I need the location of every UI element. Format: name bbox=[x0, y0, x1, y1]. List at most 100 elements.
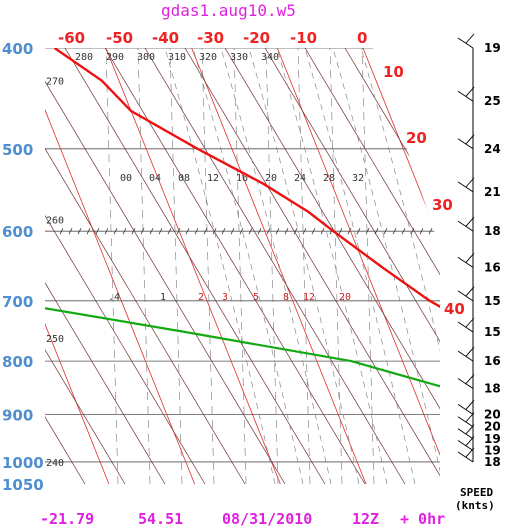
wind-barb-flag bbox=[465, 33, 475, 44]
wind-barb-flag bbox=[465, 253, 475, 263]
dry-adiabat-line bbox=[224, 48, 440, 484]
pressure-label: 1050 bbox=[2, 476, 44, 494]
wind-speed-label: 18 bbox=[484, 224, 501, 238]
moist-adiabat-label: 32 bbox=[352, 173, 364, 184]
dry-adiabat-line bbox=[264, 48, 440, 484]
theta-label: 320 bbox=[199, 52, 217, 63]
hatch-mark bbox=[356, 228, 361, 235]
pressure-label: 1000 bbox=[2, 454, 44, 472]
wind-speed-label: 15 bbox=[484, 325, 501, 339]
hatch-mark bbox=[122, 228, 127, 235]
hatch-mark bbox=[347, 228, 352, 235]
isotherm-line bbox=[45, 48, 110, 484]
hatch-mark bbox=[374, 228, 379, 235]
wind-barb bbox=[457, 290, 474, 302]
hatch-mark bbox=[158, 228, 163, 235]
dry-adiabat-line bbox=[45, 48, 126, 484]
hatch-mark bbox=[383, 228, 388, 235]
moist-adiabat-label: 04 bbox=[149, 173, 161, 184]
dewpoint-profile bbox=[45, 48, 440, 463]
footer-date: 08/31/2010 bbox=[222, 510, 312, 527]
hatch-mark bbox=[392, 228, 397, 235]
wind-barb bbox=[457, 428, 474, 440]
theta-label: 250 bbox=[46, 334, 64, 345]
wind-barb-flag bbox=[465, 134, 475, 145]
hatch-mark bbox=[149, 228, 154, 235]
wind-speed-label: 19 bbox=[484, 444, 501, 458]
chart-title: gdas1.aug10.w5 bbox=[161, 1, 296, 20]
mixing-ratio-line bbox=[265, 48, 279, 484]
hatch-mark bbox=[176, 228, 181, 235]
temperature-label: -50 bbox=[106, 29, 133, 47]
mixing-ratio-line bbox=[297, 48, 311, 484]
mixing-ratio-line bbox=[233, 48, 247, 484]
hatch-mark bbox=[104, 228, 109, 235]
hatch-mark bbox=[302, 228, 307, 235]
footer-hour: 12Z bbox=[352, 510, 379, 527]
speed-unit: (knts) bbox=[455, 499, 495, 512]
temperature-label: -20 bbox=[243, 29, 270, 47]
moist-adiabat-label: 24 bbox=[294, 173, 306, 184]
dry-adiabat-line bbox=[45, 48, 246, 484]
wind-speed-label: 19 bbox=[484, 432, 501, 446]
wind-barb bbox=[457, 378, 474, 389]
isotherm-line bbox=[191, 48, 367, 484]
mixing-ratio-line bbox=[137, 48, 151, 484]
hatch-mark bbox=[365, 228, 370, 235]
moist-adiabat-line bbox=[332, 48, 440, 484]
dry-adiabat-line bbox=[64, 48, 326, 484]
wind-barb bbox=[457, 37, 474, 49]
wind-barb-flag bbox=[465, 346, 475, 357]
wind-barb bbox=[457, 220, 474, 232]
pressure-label: 400 bbox=[2, 40, 33, 58]
wind-barb-flag bbox=[465, 424, 475, 435]
temperature-label: 30 bbox=[432, 196, 453, 214]
wind-barb-flag bbox=[465, 86, 475, 97]
mixing-ratio-line bbox=[169, 48, 183, 484]
moist-adiabat-label: 20 bbox=[265, 173, 277, 184]
hatch-mark bbox=[212, 228, 217, 235]
hatch-mark bbox=[275, 228, 280, 235]
wind-barb bbox=[457, 440, 474, 451]
hatch-mark bbox=[320, 228, 325, 235]
dry-adiabat-line bbox=[304, 48, 440, 484]
dry-adiabat-line bbox=[45, 48, 166, 484]
wind-barb-flag bbox=[465, 412, 475, 423]
wind-barb bbox=[457, 451, 474, 463]
sounding-profiles bbox=[45, 48, 440, 464]
hatch-mark bbox=[419, 228, 424, 235]
moist-adiabat-line bbox=[304, 48, 416, 484]
temperature-profile bbox=[53, 48, 440, 464]
theta-label: 290 bbox=[106, 52, 124, 63]
wind-speed-label: 20 bbox=[484, 420, 501, 434]
mixing-ratio-label: 3 bbox=[222, 292, 228, 303]
moist-adiabat-label: 08 bbox=[178, 173, 190, 184]
dry-adiabat-line bbox=[184, 48, 440, 484]
wind-barb-flag bbox=[465, 317, 475, 328]
pressure-label: 500 bbox=[2, 141, 33, 159]
moist-adiabat-line bbox=[248, 48, 360, 484]
hatch-mark bbox=[239, 228, 244, 235]
hatch-mark bbox=[437, 228, 440, 235]
theta-label: 340 bbox=[261, 52, 279, 63]
temperature-label: 40 bbox=[444, 300, 465, 318]
mixing-ratio-label: 8 bbox=[283, 292, 289, 303]
wind-barb-flag bbox=[465, 286, 475, 297]
theta-label: 300 bbox=[137, 52, 155, 63]
hatch-mark bbox=[257, 228, 262, 235]
dry-adiabat-line bbox=[45, 48, 206, 484]
mixing-ratio-label: .4 bbox=[108, 292, 120, 303]
wind-speed-label: 25 bbox=[484, 94, 501, 108]
footer-mid: 54.51 bbox=[138, 510, 183, 527]
hatch-mark bbox=[284, 228, 289, 235]
wind-barb-flag bbox=[465, 436, 475, 446]
wind-barb bbox=[457, 181, 474, 193]
temperature-label: 10 bbox=[383, 63, 404, 81]
wind-barb-flag bbox=[465, 374, 475, 384]
hatch-mark bbox=[86, 228, 91, 235]
isotherm-line bbox=[362, 48, 440, 484]
wind-barb-flag bbox=[465, 447, 475, 458]
hatch-mark bbox=[167, 228, 172, 235]
hatch-mark bbox=[77, 228, 82, 235]
